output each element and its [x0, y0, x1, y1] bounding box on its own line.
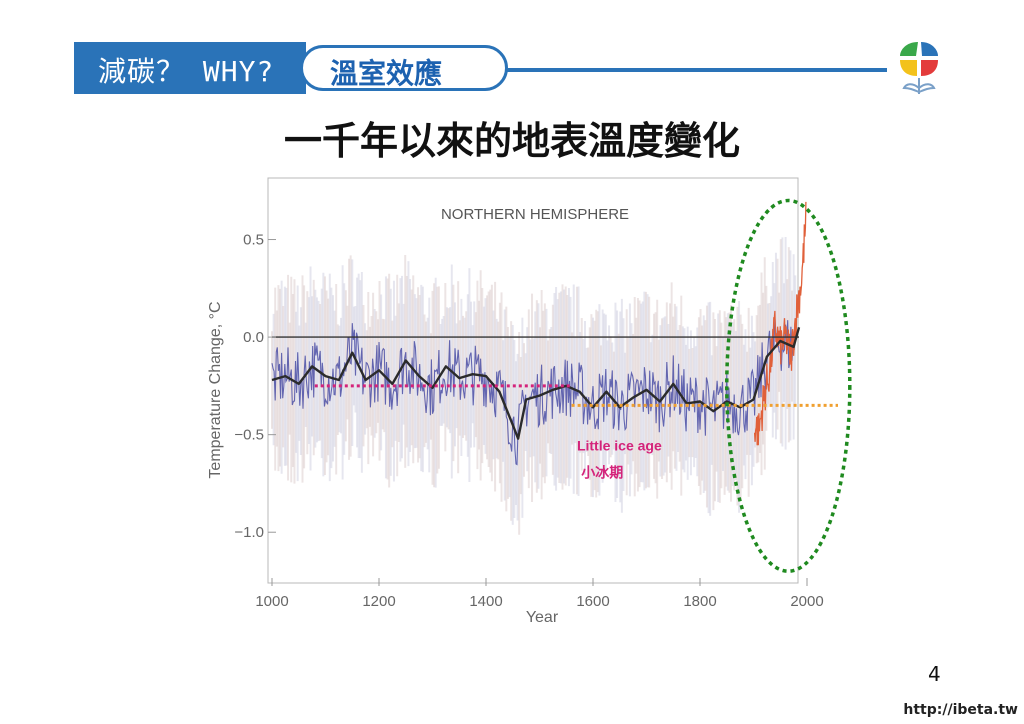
proxy-noise [271, 201, 807, 535]
x-tick-label: 2000 [790, 593, 823, 610]
y-tick-label: 0.5 [243, 232, 264, 249]
highlight-ellipse [725, 198, 852, 573]
chart-ticks: 1000 1200 1400 1600 1800 2000 0.5 0.0 −0.5 −1.0 [234, 232, 823, 610]
y-tick-label: 0.0 [243, 329, 264, 346]
chart-title: NORTHERN HEMISPHERE [441, 206, 629, 223]
y-axis-label: Temperature Change, °C [207, 301, 224, 478]
y-tick-label: −0.5 [234, 427, 264, 444]
logo-icon [900, 42, 938, 94]
footer-url: http://ibeta.tw [903, 702, 1018, 718]
header-pill [300, 45, 508, 91]
x-tick-label: 1200 [362, 593, 395, 610]
y-tick-label: −1.0 [234, 524, 264, 541]
plot-frame [267, 177, 799, 584]
x-axis-label: Year [526, 609, 559, 626]
x-tick-label: 1600 [576, 593, 609, 610]
x-tick-label: 1000 [255, 593, 288, 610]
annotation-little-ice-age-zh: 小冰期 [581, 465, 623, 482]
header-left-text: 減碳？ WHY? [98, 55, 275, 88]
header-pill-text: 溫室效應 [330, 57, 443, 90]
x-tick-label: 1800 [683, 593, 716, 610]
temperature-chart: NORTHERN HEMISPHERE Temperature Change, … [207, 177, 852, 626]
smoothed-series-line [271, 326, 801, 440]
slide-title: 一千年以來的地表溫度變化 [283, 119, 740, 163]
header-band [74, 42, 306, 94]
instrumental-series-line [753, 201, 807, 446]
x-tick-label: 1400 [469, 593, 502, 610]
chart-marks [271, 198, 852, 573]
header-line [505, 68, 887, 72]
annotation-little-ice-age: Little ice age [577, 437, 662, 453]
page-number: 4 [928, 662, 941, 686]
